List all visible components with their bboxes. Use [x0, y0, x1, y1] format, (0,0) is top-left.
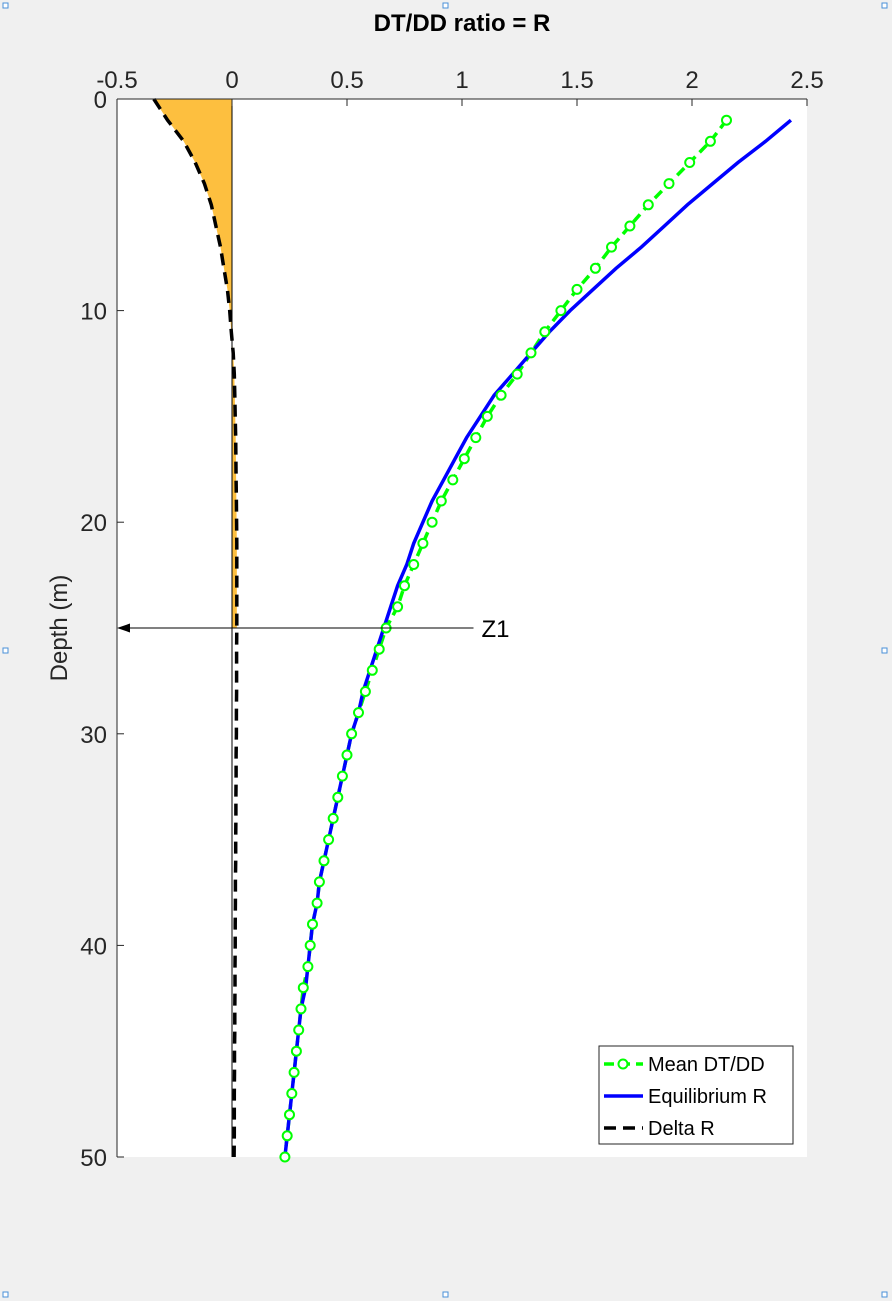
- data-point-mean-dt-dd: [281, 1130, 293, 1142]
- data-point-mean-dt-dd: [426, 516, 438, 528]
- data-point-mean-dt-dd: [606, 241, 617, 253]
- y-tick-label: 20: [80, 510, 107, 537]
- y-tick-label: 30: [80, 722, 107, 749]
- data-point-mean-dt-dd: [366, 664, 378, 676]
- data-point-mean-dt-dd: [346, 728, 358, 740]
- data-point-mean-dt-dd: [332, 791, 344, 803]
- x-tick-label: 0.5: [330, 67, 363, 94]
- data-point-mean-dt-dd: [555, 305, 567, 317]
- data-point-mean-dt-dd: [279, 1151, 291, 1163]
- legend: Mean DT/DD Equilibrium R Delta R: [598, 1045, 794, 1145]
- data-point-mean-dt-dd: [458, 453, 470, 465]
- series-line-delta-r: [152, 98, 239, 1158]
- x-tick-label: 0: [225, 67, 238, 94]
- data-point-mean-dt-dd: [336, 770, 348, 782]
- legend-item: Mean DT/DD: [604, 1054, 765, 1076]
- resize-handle-left[interactable]: [2, 647, 9, 654]
- data-point-mean-dt-dd: [624, 220, 636, 232]
- data-point-mean-dt-dd: [447, 474, 459, 486]
- shaded-area: [153, 99, 237, 628]
- data-point-mean-dt-dd: [290, 1045, 302, 1057]
- data-point-mean-dt-dd: [589, 262, 601, 274]
- legend-label: Mean DT/DD: [648, 1054, 765, 1076]
- resize-handle-bottom-left[interactable]: [2, 1291, 9, 1298]
- data-point-mean-dt-dd: [318, 855, 330, 867]
- data-point-mean-dt-dd: [295, 1003, 307, 1015]
- resize-handle-top[interactable]: [442, 2, 449, 9]
- data-point-mean-dt-dd: [359, 686, 371, 697]
- x-tick-label: 2: [685, 67, 698, 94]
- resize-handle-top-left[interactable]: [2, 2, 9, 9]
- data-point-mean-dt-dd: [642, 199, 654, 211]
- data-point-mean-dt-dd: [399, 580, 410, 592]
- resize-handle-top-right[interactable]: [881, 2, 888, 9]
- data-point-mean-dt-dd: [304, 939, 316, 951]
- y-axis-label: Depth (m): [46, 575, 73, 682]
- data-point-mean-dt-dd: [323, 834, 335, 846]
- data-point-mean-dt-dd: [307, 918, 318, 930]
- annotation-arrow-head: [117, 623, 130, 633]
- data-point-mean-dt-dd: [373, 643, 385, 655]
- legend-item: Delta R: [604, 1118, 715, 1140]
- data-point-mean-dt-dd: [435, 495, 447, 507]
- resize-handle-right[interactable]: [881, 647, 888, 654]
- data-point-mean-dt-dd: [297, 982, 309, 994]
- data-point-mean-dt-dd: [293, 1024, 305, 1036]
- data-point-mean-dt-dd: [495, 389, 507, 401]
- chart-title: DT/DD ratio = R: [374, 10, 551, 37]
- shaded-area-layer: [153, 99, 237, 628]
- x-tick-label: -0.5: [96, 67, 137, 94]
- data-point-mean-dt-dd: [663, 178, 675, 190]
- data-point-mean-dt-dd: [392, 601, 404, 613]
- data-point-mean-dt-dd: [481, 410, 493, 422]
- legend-label: Delta R: [648, 1118, 715, 1140]
- data-point-mean-dt-dd: [525, 347, 537, 359]
- data-point-mean-dt-dd: [353, 707, 364, 719]
- y-tick-label: 40: [80, 933, 107, 960]
- x-tick-label: 1: [455, 67, 468, 94]
- data-point-mean-dt-dd: [571, 283, 583, 295]
- data-point-mean-dt-dd: [704, 135, 716, 147]
- data-point-mean-dt-dd: [288, 1066, 300, 1078]
- x-tick-label: 2.5: [790, 67, 823, 94]
- annotation-layer: Z1: [117, 616, 510, 643]
- data-point-mean-dt-dd: [417, 537, 429, 549]
- data-point-mean-dt-dd: [284, 1109, 295, 1121]
- legend-item: Equilibrium R: [604, 1086, 767, 1108]
- data-point-mean-dt-dd: [341, 749, 353, 761]
- y-tick-label: 50: [80, 1145, 107, 1172]
- y-tick-label: 0: [94, 87, 107, 114]
- data-point-mean-dt-dd: [302, 961, 314, 973]
- data-point-mean-dt-dd: [470, 432, 482, 444]
- x-tick-label: 1.5: [560, 67, 593, 94]
- data-point-mean-dt-dd: [313, 876, 325, 888]
- y-tick-label: 10: [80, 299, 107, 326]
- resize-handle-bottom-right[interactable]: [881, 1291, 888, 1298]
- data-point-mean-dt-dd: [408, 559, 420, 570]
- data-point-mean-dt-dd: [327, 812, 339, 824]
- annotation-label: Z1: [482, 616, 510, 643]
- data-point-mean-dt-dd: [539, 326, 551, 338]
- resize-handle-bottom[interactable]: [442, 1291, 449, 1298]
- marker-layer: [279, 114, 732, 1163]
- data-point-mean-dt-dd: [684, 157, 696, 168]
- legend-marker: [617, 1058, 629, 1070]
- data-point-mean-dt-dd: [721, 114, 732, 126]
- legend-label: Equilibrium R: [648, 1086, 767, 1108]
- data-point-mean-dt-dd: [286, 1088, 298, 1099]
- data-point-mean-dt-dd: [311, 897, 323, 909]
- data-point-mean-dt-dd: [511, 368, 523, 380]
